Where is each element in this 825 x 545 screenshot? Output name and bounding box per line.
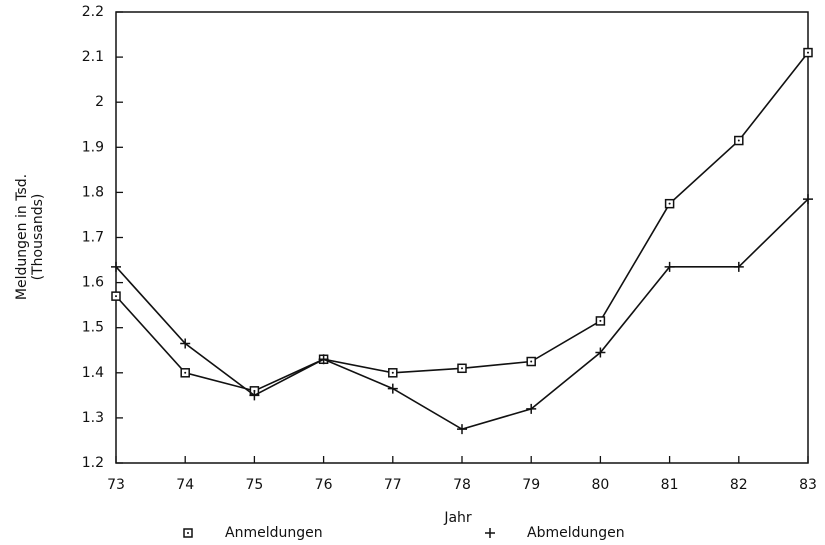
marker bbox=[734, 135, 744, 146]
legend-label: Abmeldungen bbox=[527, 525, 625, 541]
marker bbox=[526, 356, 536, 367]
y-tick-label: 1.2 bbox=[82, 455, 104, 471]
y-tick-label: 2.2 bbox=[82, 4, 104, 20]
x-tick-label: 73 bbox=[107, 477, 125, 493]
series-line bbox=[115, 198, 809, 431]
marker bbox=[387, 383, 398, 394]
marker-dot bbox=[184, 371, 187, 374]
marker bbox=[180, 368, 190, 378]
marker bbox=[111, 261, 121, 272]
x-tick-label: 78 bbox=[453, 477, 471, 493]
marker bbox=[733, 261, 744, 272]
y-tick-label: 1.7 bbox=[82, 230, 104, 246]
y-tick-label: 1.3 bbox=[82, 410, 104, 426]
y-tick-label: 1.8 bbox=[82, 184, 104, 200]
x-tick-label: 79 bbox=[522, 477, 540, 493]
marker-dot bbox=[737, 139, 740, 142]
marker-dot bbox=[391, 371, 394, 374]
x-tick-label: 75 bbox=[245, 477, 263, 493]
marker bbox=[664, 198, 675, 209]
x-tick-label: 77 bbox=[384, 477, 402, 493]
marker bbox=[526, 403, 537, 414]
marker-dot bbox=[599, 319, 602, 322]
marker-dot bbox=[668, 202, 671, 205]
x-axis-label: Jahr bbox=[443, 510, 472, 526]
marker bbox=[664, 261, 675, 272]
marker bbox=[595, 347, 606, 358]
marker bbox=[249, 390, 260, 401]
y-tick-label: 2.1 bbox=[82, 49, 104, 65]
marker bbox=[180, 338, 191, 349]
x-tick-label: 81 bbox=[661, 477, 679, 493]
marker-dot bbox=[807, 51, 809, 54]
legend-label: Anmeldungen bbox=[225, 525, 323, 541]
series-line bbox=[115, 52, 809, 392]
x-tick-label: 83 bbox=[799, 477, 817, 493]
x-tick-label: 82 bbox=[730, 477, 748, 493]
marker-dot bbox=[461, 367, 463, 370]
plot-frame bbox=[115, 11, 809, 464]
marker-dot bbox=[115, 295, 117, 298]
x-tick-label: 74 bbox=[176, 477, 194, 493]
y-axis-label-line: Meldungen in Tsd. bbox=[14, 174, 30, 300]
marker bbox=[803, 194, 813, 205]
marker bbox=[388, 368, 398, 378]
marker bbox=[595, 316, 606, 326]
marker-dot bbox=[530, 360, 533, 363]
marker bbox=[457, 424, 467, 435]
y-tick-label: 2 bbox=[95, 94, 104, 110]
marker-dot bbox=[187, 532, 189, 534]
y-tick-label: 1.4 bbox=[82, 365, 104, 381]
marker bbox=[803, 47, 813, 58]
y-tick-label: 1.9 bbox=[82, 139, 104, 155]
y-tick-label: 1.6 bbox=[82, 275, 104, 291]
legend-marker bbox=[485, 528, 495, 538]
x-tick-label: 80 bbox=[591, 477, 609, 493]
marker bbox=[457, 363, 467, 374]
y-axis-label: Meldungen in Tsd. (Thousands) bbox=[14, 174, 46, 300]
legend-marker bbox=[183, 528, 193, 538]
y-axis-label-line: (Thousands) bbox=[30, 194, 46, 281]
x-tick-label: 76 bbox=[315, 477, 333, 493]
marker bbox=[318, 354, 329, 365]
marker bbox=[111, 291, 121, 301]
y-tick-label: 1.5 bbox=[82, 320, 104, 336]
